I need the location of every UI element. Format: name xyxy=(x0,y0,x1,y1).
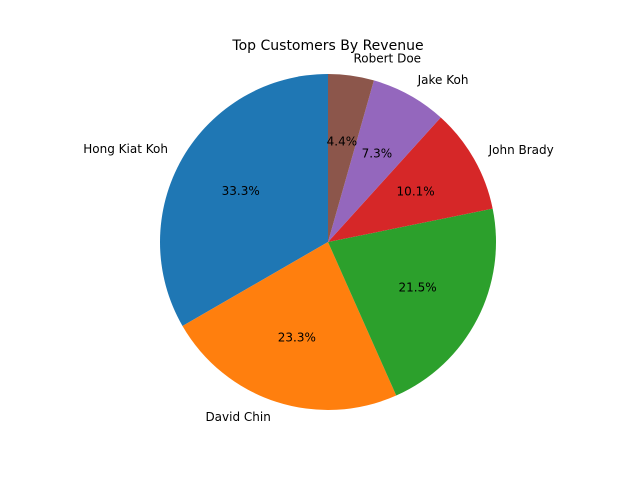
pie-slice xyxy=(182,242,397,411)
slice-category-label: David Chin xyxy=(205,410,270,424)
pie-slice xyxy=(160,74,328,326)
slice-percent-label: 23.3% xyxy=(278,330,316,344)
pie-slice xyxy=(328,117,493,242)
slice-category-label: Robert Doe xyxy=(353,51,421,65)
chart-title: Top Customers By Revenue xyxy=(231,38,423,54)
slice-percent-label: 33.3% xyxy=(222,184,260,198)
slice-percent-label: 7.3% xyxy=(362,146,393,160)
slice-percent-label: 10.1% xyxy=(397,185,435,199)
pie-slice xyxy=(328,208,497,396)
slice-category-label: Jake Koh xyxy=(417,73,469,87)
slice-percent-label: 21.5% xyxy=(399,281,437,295)
slice-category-label: John Brady xyxy=(488,143,554,157)
pie-slice xyxy=(328,74,374,242)
pie-slice xyxy=(328,80,441,242)
pie-labels: Hong Kiat Koh 33.3% David Chin 23.3% 21.5% Jo… xyxy=(83,51,554,424)
pie-slices xyxy=(160,74,497,411)
slice-category-label: Hong Kiat Koh xyxy=(83,142,168,156)
slice-percent-label: 4.4% xyxy=(327,135,358,149)
